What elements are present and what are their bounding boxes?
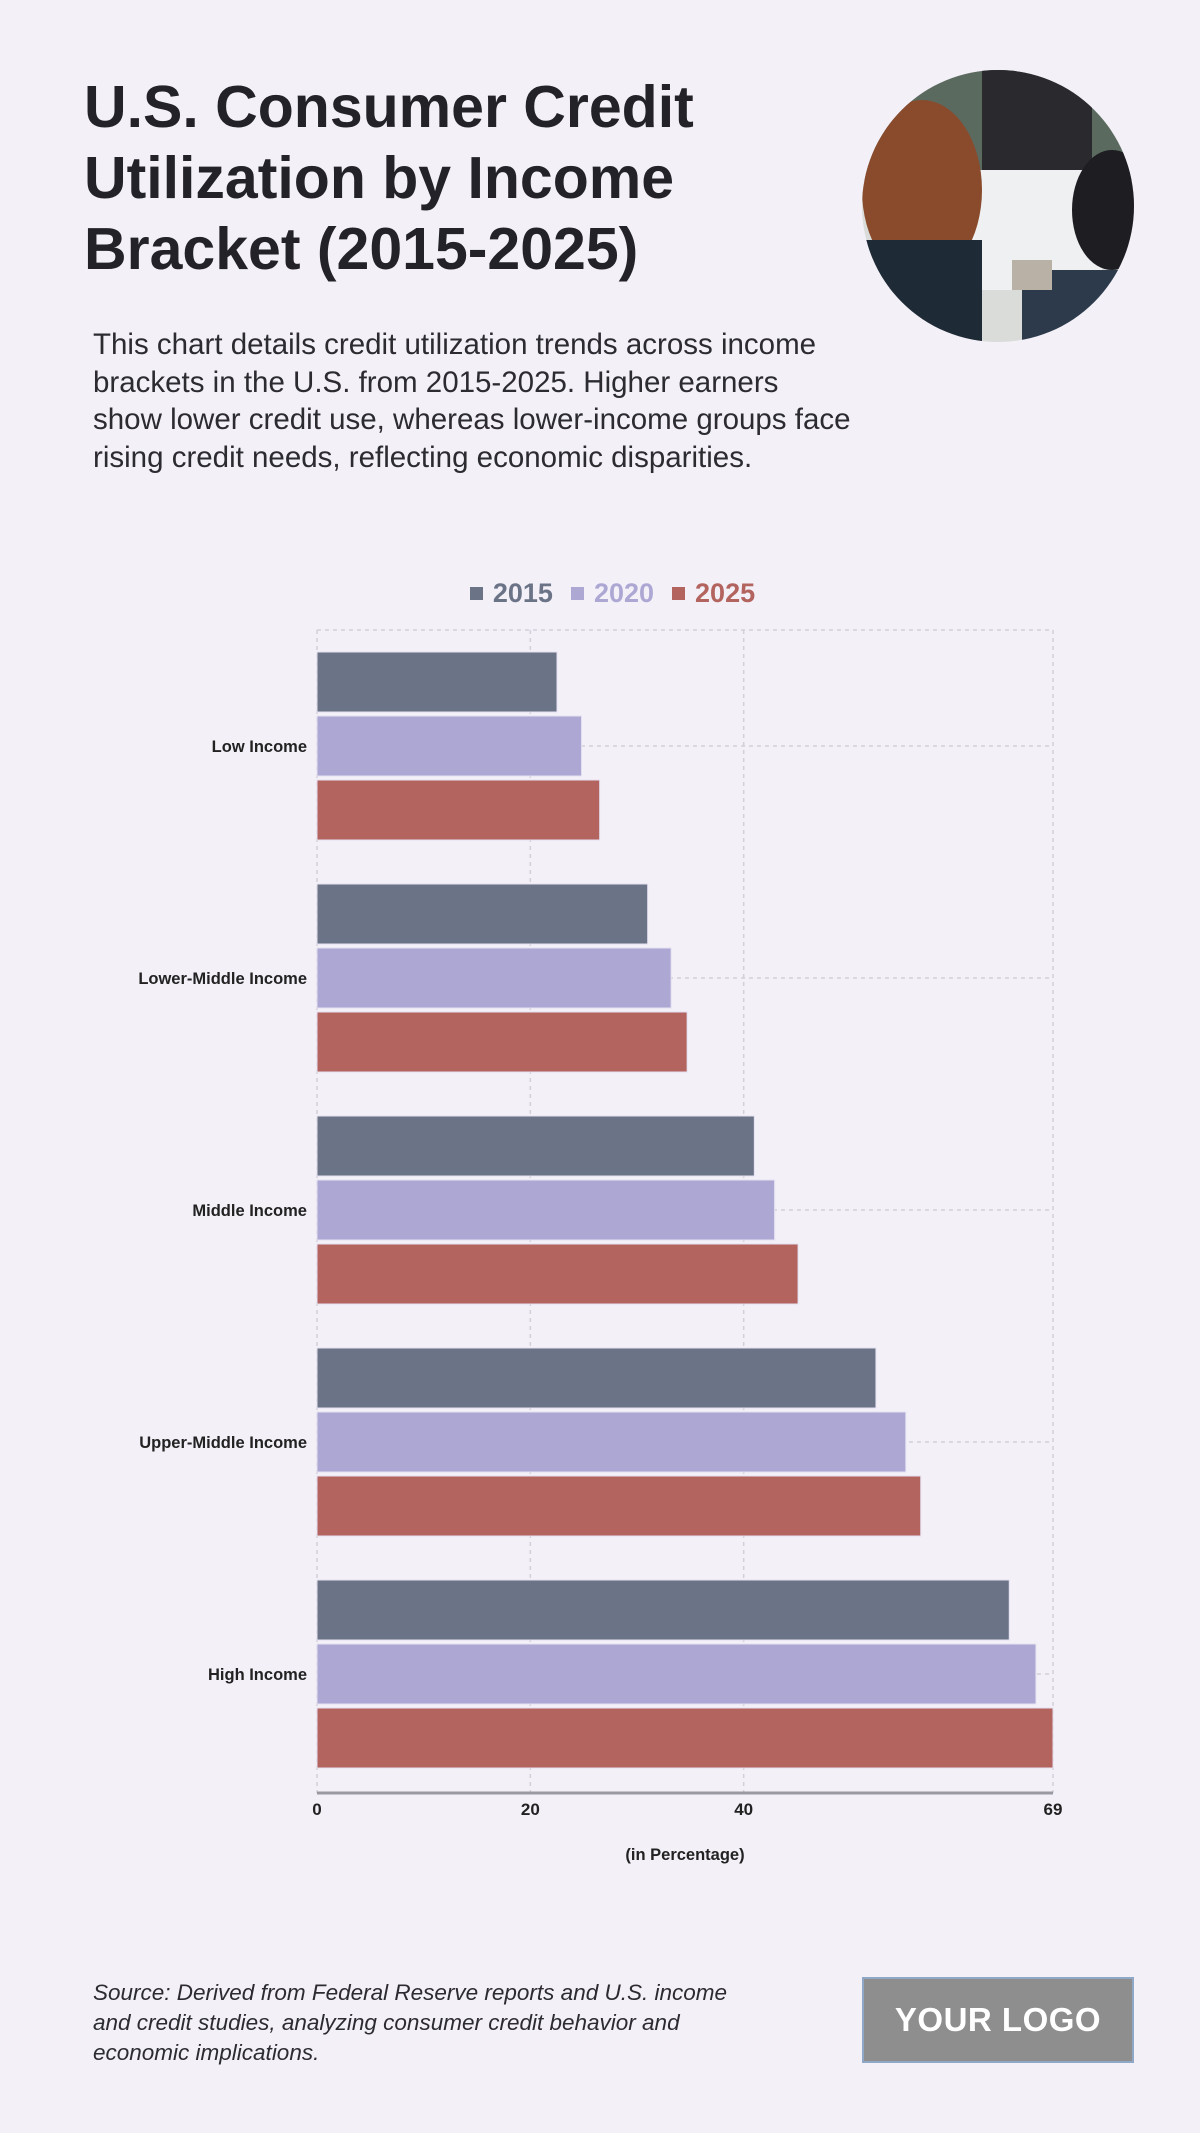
bar-2020-upper-middle-income [316, 1411, 907, 1473]
logo-placeholder: YOUR LOGO [862, 1977, 1134, 2063]
bar-2020-middle-income [316, 1179, 776, 1241]
bar-2015-upper-middle-income [316, 1347, 877, 1409]
bar-2015-low-income [316, 651, 558, 713]
x-tick-label: 20 [521, 1800, 540, 1819]
bar-2025-upper-middle-income [316, 1475, 922, 1537]
category-label: Upper-Middle Income [139, 1434, 307, 1452]
bar-2015-middle-income [316, 1115, 755, 1177]
bar-2025-middle-income [316, 1243, 799, 1305]
legend-swatch-2015 [469, 587, 483, 600]
legend-label-2015: 2015 [492, 578, 553, 608]
x-tick-label: 69 [1044, 1800, 1063, 1819]
chart-description: This chart details credit utilization tr… [93, 328, 851, 474]
legend-item-2025: 2025 [672, 578, 755, 609]
legend-item-2015: 2015 [469, 578, 553, 609]
x-tick-label: 0 [312, 1800, 321, 1819]
legend-label-2025: 2025 [695, 578, 756, 608]
page-title: U.S. Consumer Credit Utilization by Inco… [84, 74, 694, 282]
x-axis-title: (in Percentage) [625, 1846, 744, 1864]
category-label: Lower-Middle Income [138, 970, 307, 988]
x-tick-label: 40 [734, 1800, 753, 1819]
legend-label-2020: 2020 [593, 578, 655, 608]
bar-2025-low-income [316, 779, 601, 841]
category-label: Low Income [212, 738, 307, 756]
bar-2015-lower-middle-income [316, 883, 649, 945]
legend-item-2020: 2020 [570, 578, 655, 609]
bar-2025-high-income [316, 1707, 1054, 1769]
bar-2015-high-income [316, 1579, 1010, 1641]
source-note: Source: Derived from Federal Reserve rep… [93, 1980, 728, 2065]
bar-2020-low-income [316, 715, 583, 777]
category-label: High Income [208, 1666, 307, 1684]
legend-swatch-2020 [570, 587, 584, 600]
bar-2020-high-income [316, 1643, 1037, 1705]
bar-2025-lower-middle-income [316, 1011, 688, 1073]
legend-swatch-2025 [672, 587, 686, 600]
chart-legend: 2015 2020 2025 [0, 578, 1200, 609]
bar-2020-lower-middle-income [316, 947, 672, 1009]
category-label: Middle Income [192, 1202, 307, 1220]
